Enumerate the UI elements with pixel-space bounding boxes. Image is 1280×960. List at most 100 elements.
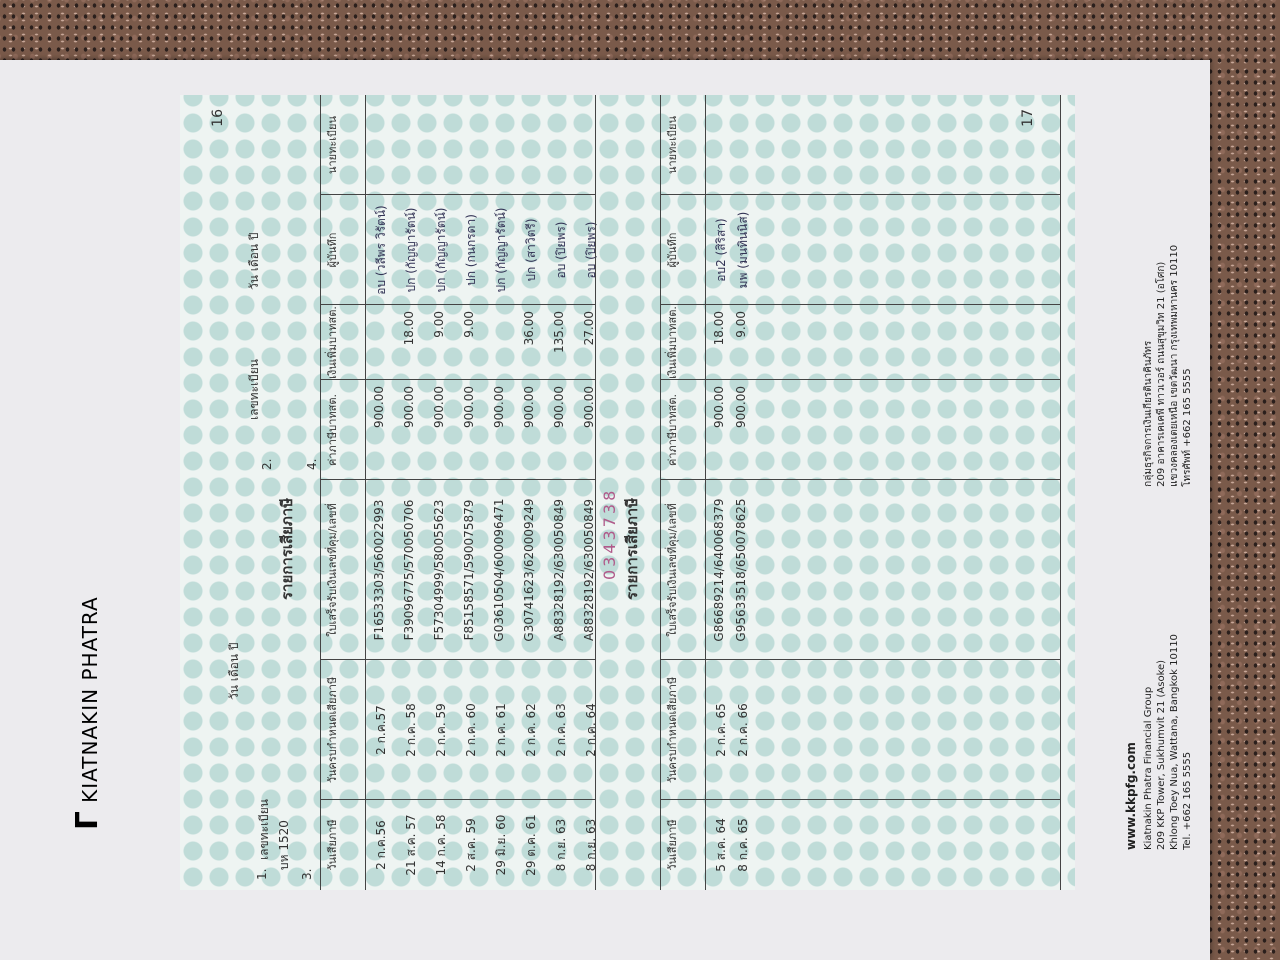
table-cell: 900.00: [492, 386, 506, 428]
table-cell: 8 ก.ย. 63: [554, 818, 568, 872]
rule: [660, 95, 661, 890]
column-header: นายทะเบียน: [666, 116, 679, 175]
table-cell: 14 ก.ค. 58: [434, 814, 448, 876]
table-cell: 18.00: [402, 311, 416, 346]
table-cell: 900.00: [522, 386, 536, 428]
item-number: 1.: [255, 868, 269, 880]
paper: ᒥ KIATNAKIN PHATRA www.kkpfg.com Kiatnak…: [0, 60, 1210, 960]
table-cell: 2 ก.ค. 63: [554, 703, 568, 757]
field-label: เลขทะเบียน: [257, 799, 271, 860]
table-cell: A88328192/630050849: [552, 498, 566, 642]
table-cell: 18.00: [712, 311, 726, 346]
table-cell: 900.00: [432, 386, 446, 428]
table-cell: 29 ต.ค. 61: [524, 814, 538, 876]
brand-name: KIATNAKIN PHATRA: [78, 596, 102, 803]
tax-form: 16 17 0343738 1. เลขทะเบียน บห 1520 3. วัน เดือ…: [180, 95, 1075, 890]
table-cell: อบ (ปิยพร): [554, 221, 568, 279]
column-header: เงินเพิ่มบาทสต.: [326, 306, 339, 379]
table-cell: F39096775/570050706: [402, 499, 416, 641]
plate-number: บห 1520: [277, 820, 291, 870]
table-cell: ปก (กัญญารัตน์): [434, 207, 448, 293]
column-header: ค่าภาษีบาทสต.: [666, 394, 679, 466]
column-header: ใบเสร็จรับเงินเลขที่คุม/เลขที่: [326, 503, 339, 637]
column-header: นายทะเบียน: [326, 116, 339, 175]
table-cell: F85158571/590075879: [462, 499, 476, 641]
table-cell: G86689214/640068379: [712, 498, 726, 642]
table-cell: มพ (มนทินนิส): [736, 211, 750, 289]
table-cell: G30741623/620009249: [522, 498, 536, 642]
table-cell: ปก (กัญญารัตน์): [404, 207, 418, 293]
table-cell: 900.00: [552, 386, 566, 428]
column-header: วันครบกำหนดเสียภาษี: [326, 676, 339, 784]
table-cell: 2 ก.ค. 64: [584, 703, 598, 757]
column-header: วันเสียภาษี: [326, 819, 339, 871]
table-cell: 2 ก.ค. 65: [714, 703, 728, 757]
table-cell: 8 ก.ค. 65: [736, 818, 750, 872]
page-number: 16: [210, 109, 226, 127]
table-cell: G95633518/650078625: [734, 498, 748, 642]
table-cell: 900.00: [734, 386, 748, 428]
table-cell: G03610504/600096471: [492, 498, 506, 642]
address-line: Khlong Toey Nua, Wattana, Bangkok 10110: [1169, 634, 1180, 850]
column-header: วันครบกำหนดเสียภาษี: [666, 676, 679, 784]
column-header: ค่าภาษีบาทสต.: [326, 394, 339, 466]
table-cell: 2 ก.ค. 59: [434, 703, 448, 757]
address-line: 209 KKP Tower, Sukhumvit 21 (Asoke): [1156, 659, 1167, 850]
address-line: Kiatnakin Phatra Financial Group: [1143, 686, 1154, 850]
brand: ᒥ KIATNAKIN PHATRA: [70, 596, 105, 830]
table-cell: 900.00: [582, 386, 596, 428]
address-line: โทรศัพท์ +662 165 5555: [1182, 368, 1193, 487]
table-cell: 21 ส.ค. 57: [404, 814, 418, 876]
field-label: เลขทะเบียน: [247, 359, 261, 420]
table-cell: ปก (กนกรดา): [464, 214, 478, 286]
column-header: ใบเสร็จรับเงินเลขที่คุม/เลขที่: [666, 503, 679, 637]
table-cell: 2 ก.ค. 66: [736, 703, 750, 757]
table-cell: อบ (ปิยพร): [584, 221, 598, 279]
rule: [365, 95, 366, 890]
table-cell: 2 ก.ค.57: [374, 705, 388, 755]
english-address: Kiatnakin Phatra Financial Group 209 KKP …: [1142, 570, 1194, 850]
table-cell: อบ2 (สิริสา): [714, 218, 728, 282]
item-number: 2.: [260, 458, 274, 470]
item-number: 3.: [300, 868, 314, 880]
table-cell: 900.00: [402, 386, 416, 428]
column-header: วันเสียภาษี: [666, 819, 679, 871]
table-cell: ปก (สาวิตรี): [524, 218, 538, 282]
table-cell: 2 ก.ค. 60: [464, 703, 478, 757]
rule: [320, 95, 321, 890]
rule: [1060, 95, 1061, 890]
table-cell: 29 มิ.ย. 60: [494, 814, 508, 876]
column-header: เงินเพิ่มบาทสต.: [666, 306, 679, 379]
address-line: Tel. +662 165 5555: [1182, 751, 1193, 850]
table-cell: 900.00: [712, 386, 726, 428]
footer: www.kkpfg.com Kiatnakin Phatra Financial…: [1124, 187, 1194, 850]
table-cell: 36.00: [522, 311, 536, 346]
item-number: 4.: [305, 458, 319, 470]
page-number: 17: [1020, 109, 1036, 127]
table-cell: 9.00: [734, 311, 748, 338]
field-label: วัน เดือน ปี: [247, 232, 261, 291]
table-cell: F57304999/580055623: [432, 499, 446, 641]
website: www.kkpfg.com: [1124, 742, 1138, 850]
table-title: รายการเสียภาษี: [623, 497, 641, 600]
table-cell: 900.00: [462, 386, 476, 428]
table-cell: 2 ส.ค. 59: [464, 818, 478, 872]
table-cell: 9.00: [462, 311, 476, 338]
serial-stamp: 0343738: [600, 487, 619, 580]
address-line: 209 อาคารเคเคพี ทาวเวอร์ ถนนสุขุมวิท 21 …: [1156, 261, 1167, 487]
field-label: วัน เดือน ปี: [227, 642, 241, 701]
table-cell: 27.00: [582, 311, 596, 346]
column-header: ผู้บันทึก: [326, 232, 339, 268]
table-cell: 9.00: [432, 311, 446, 338]
table-cell: 2 ก.ค.56: [374, 820, 388, 870]
table-cell: 2 ก.ค. 58: [404, 703, 418, 757]
table-cell: ปก (กัญญารัตน์): [494, 207, 508, 293]
table-cell: อบ (วลีพร วิรัตน์): [374, 205, 388, 295]
table-cell: 900.00: [372, 386, 386, 428]
rule: [705, 95, 706, 890]
table-cell: 8 ก.ย. 63: [584, 818, 598, 872]
table-cell: 135.00: [552, 311, 566, 353]
table-cell: A88328192/630050849: [582, 498, 596, 642]
table-title: รายการเสียภาษี: [278, 497, 296, 600]
